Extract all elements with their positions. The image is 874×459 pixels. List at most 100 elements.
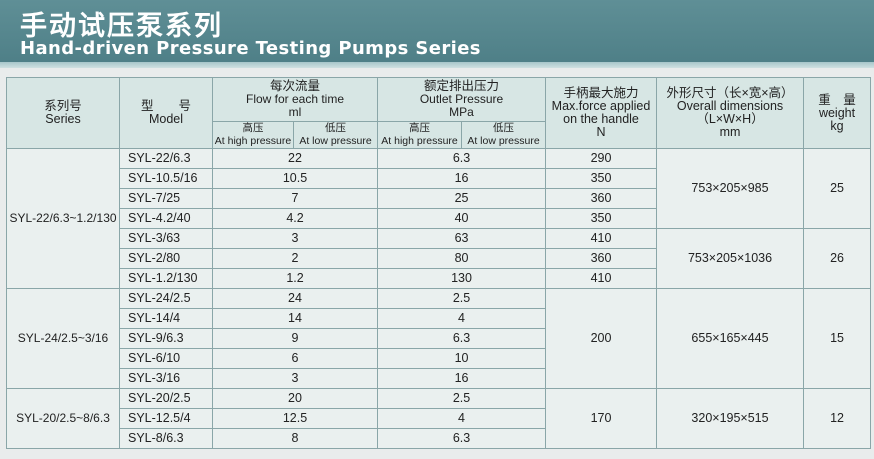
header-pressure-low: 低压 At low pressure bbox=[461, 121, 547, 149]
series-cell: SYL-20/2.5~8/6.3 bbox=[6, 388, 120, 449]
dimensions-cell: 753×205×1036 bbox=[656, 228, 805, 289]
table-row: SYL-14/4 14 4 bbox=[7, 308, 871, 329]
table-row: SYL-6/10 6 10 bbox=[7, 348, 871, 369]
flow-cell: 3 bbox=[211, 368, 379, 389]
dimensions-cell: 320×195×515 bbox=[656, 388, 805, 449]
model-cell: SYL-8/6.3 bbox=[119, 428, 213, 449]
header-flow-low-cn: 低压 bbox=[325, 122, 346, 135]
header-pressure-high-cn: 高压 bbox=[409, 122, 431, 135]
model-cell: SYL-6/10 bbox=[119, 348, 213, 369]
force-cell: 360 bbox=[545, 248, 658, 269]
table-row: SYL-9/6.3 9 6.3 bbox=[7, 328, 871, 349]
force-cell: 290 bbox=[545, 148, 658, 169]
header-pressure-low-en: At low pressure bbox=[467, 135, 540, 147]
header-flow-unit: ml bbox=[288, 105, 302, 119]
pressure-cell: 16 bbox=[377, 368, 547, 389]
model-cell: SYL-3/16 bbox=[119, 368, 213, 389]
force-cell: 350 bbox=[545, 208, 658, 229]
pressure-cell: 2.5 bbox=[377, 288, 547, 309]
table-row: SYL-3/16 3 16 bbox=[7, 368, 871, 389]
pressure-cell: 2.5 bbox=[377, 388, 547, 409]
table-row: SYL-10.5/16 10.5 16 350 bbox=[7, 168, 871, 189]
header-pressure-low-cn: 低压 bbox=[493, 122, 515, 135]
header-pressure-cn: 额定排出压力 bbox=[424, 79, 500, 93]
model-cell: SYL-20/2.5 bbox=[119, 388, 213, 409]
model-cell: SYL-1.2/130 bbox=[119, 268, 213, 289]
model-cell: SYL-2/80 bbox=[119, 248, 213, 269]
title-banner: 手动试压泵系列 Hand-driven Pressure Testing Pum… bbox=[0, 0, 874, 68]
flow-cell: 24 bbox=[211, 288, 379, 309]
table-row: SYL-7/25 7 25 360 bbox=[7, 188, 871, 209]
header-dims-formula: （L×W×H） bbox=[696, 112, 764, 126]
title-english: Hand-driven Pressure Testing Pumps Serie… bbox=[20, 38, 481, 59]
model-cell: SYL-14/4 bbox=[119, 308, 213, 329]
header-series-cn: 系列号 bbox=[44, 99, 82, 113]
header-flow-high: 高压 At high pressure bbox=[212, 121, 294, 149]
header-dims-cn: 外形尺寸（长×宽×高） bbox=[666, 86, 794, 100]
header-flow-low: 低压 At low pressure bbox=[292, 121, 379, 149]
weight-cell: 15 bbox=[803, 288, 872, 389]
dimensions-cell: 753×205×985 bbox=[656, 148, 805, 229]
pressure-cell: 6.3 bbox=[377, 148, 547, 169]
pressure-cell: 4 bbox=[377, 308, 547, 329]
pressure-cell: 80 bbox=[377, 248, 547, 269]
model-cell: SYL-10.5/16 bbox=[119, 168, 213, 189]
header-dimensions: 外形尺寸（长×宽×高） Overall dimensions （L×W×H） m… bbox=[656, 77, 805, 149]
model-cell: SYL-9/6.3 bbox=[119, 328, 213, 349]
header-flow-low-en: At low pressure bbox=[299, 135, 372, 147]
model-cell: SYL-12.5/4 bbox=[119, 408, 213, 429]
header-force-en1: Max.force applied bbox=[551, 99, 651, 113]
pressure-cell: 10 bbox=[377, 348, 547, 369]
table-row: SYL-24/2.5~3/16 SYL-24/2.5 24 2.5 200 65… bbox=[6, 288, 872, 389]
table-row: SYL-3/63 3 63 410 753×205×1036 26 bbox=[7, 228, 872, 289]
header-weight-cn: 重 量 bbox=[818, 92, 856, 107]
header-flow-high-en: At high pressure bbox=[214, 135, 292, 147]
header-force-cn: 手柄最大施力 bbox=[563, 86, 639, 100]
header-pressure-high: 高压 At high pressure bbox=[377, 121, 463, 149]
header-series-en: Series bbox=[45, 112, 81, 126]
series-cell: SYL-22/6.3~1.2/130 bbox=[6, 148, 120, 289]
pressure-cell: 40 bbox=[377, 208, 547, 229]
header-force: 手柄最大施力 Max.force applied on the handle N bbox=[545, 77, 658, 149]
header-flow-high-cn: 高压 bbox=[242, 122, 264, 135]
force-cell: 410 bbox=[545, 268, 658, 289]
weight-cell: 26 bbox=[803, 228, 872, 289]
pressure-cell: 16 bbox=[377, 168, 547, 189]
model-cell: SYL-22/6.3 bbox=[119, 148, 213, 169]
header-flow-en: Flow for each time bbox=[245, 92, 345, 106]
header-pressure-unit: MPa bbox=[449, 105, 474, 119]
title-chinese: 手动试压泵系列 bbox=[20, 11, 223, 42]
pressure-cell: 6.3 bbox=[377, 428, 547, 449]
table-row: SYL-12.5/4 12.5 4 bbox=[7, 408, 871, 429]
flow-cell: 12.5 bbox=[211, 408, 379, 429]
flow-cell: 4.2 bbox=[211, 208, 379, 229]
header-force-en2: on the handle bbox=[563, 112, 639, 126]
pressure-cell: 6.3 bbox=[377, 328, 547, 349]
table-row: SYL-20/2.5~8/6.3 SYL-20/2.5 20 2.5 170 3… bbox=[6, 388, 872, 449]
flow-cell: 6 bbox=[211, 348, 379, 369]
table-header: 系列号 Series 型 号 Model 每次流量 Flow for each … bbox=[6, 77, 872, 149]
header-pressure-high-en: At high pressure bbox=[381, 135, 458, 147]
header-weight: 重 量 weight kg bbox=[803, 77, 872, 149]
banner-stripe bbox=[0, 62, 874, 68]
weight-cell: 25 bbox=[803, 148, 872, 229]
flow-cell: 9 bbox=[211, 328, 379, 349]
pressure-cell: 63 bbox=[377, 228, 547, 249]
flow-cell: 22 bbox=[211, 148, 379, 169]
flow-cell: 14 bbox=[211, 308, 379, 329]
pressure-cell: 25 bbox=[377, 188, 547, 209]
series-cell: SYL-24/2.5~3/16 bbox=[6, 288, 120, 389]
header-pressure: 额定排出压力 Outlet Pressure MPa bbox=[377, 77, 547, 122]
header-flow: 每次流量 Flow for each time ml bbox=[211, 77, 379, 122]
table-row: SYL-22/6.3~1.2/130 SYL-22/6.3 22 6.3 290… bbox=[6, 148, 872, 289]
header-dims-unit: mm bbox=[719, 125, 741, 139]
dimensions-cell: 655×165×445 bbox=[656, 288, 805, 389]
table-row: SYL-2/80 2 80 360 bbox=[7, 248, 871, 269]
header-dims-en: Overall dimensions bbox=[676, 99, 784, 113]
header-flow-cn: 每次流量 bbox=[270, 79, 321, 93]
flow-cell: 7 bbox=[211, 188, 379, 209]
flow-cell: 1.2 bbox=[211, 268, 379, 289]
header-model: 型 号 Model bbox=[119, 77, 213, 149]
force-cell: 200 bbox=[545, 288, 658, 389]
flow-cell: 10.5 bbox=[211, 168, 379, 189]
